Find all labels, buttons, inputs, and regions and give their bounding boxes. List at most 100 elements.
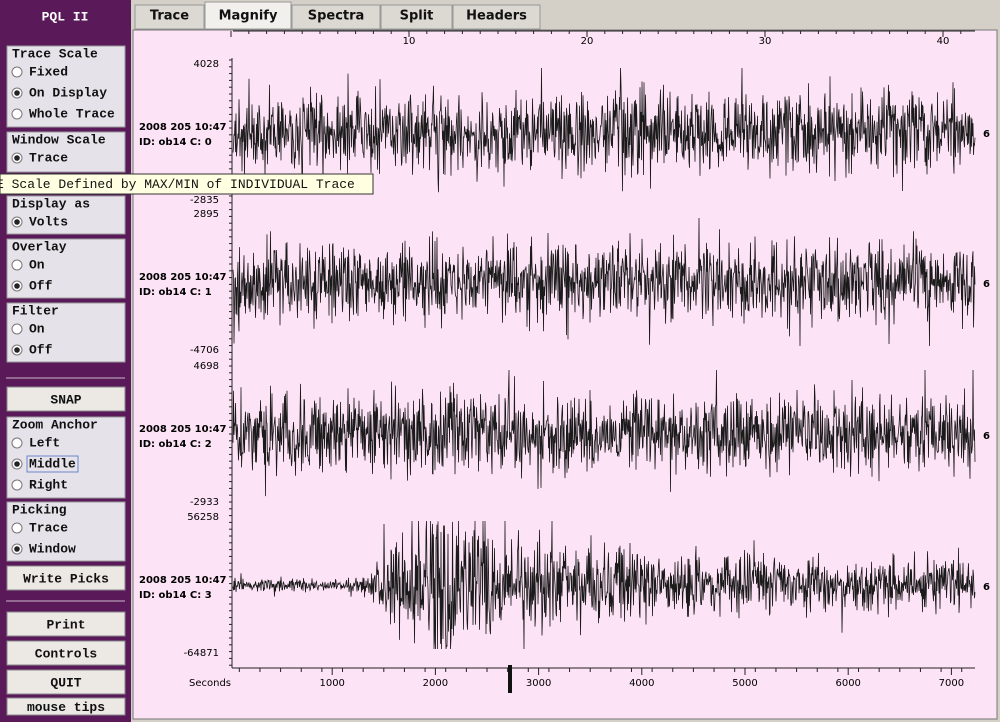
tab[interactable] [204, 1, 292, 30]
trace-max: 56258 [187, 512, 219, 523]
x-tick-label: 7000 [939, 678, 964, 689]
radio-label[interactable]: On [29, 257, 45, 272]
x-tick-label: 1000 [319, 678, 344, 689]
x-axis-label: Seconds [189, 678, 231, 689]
top-tick-label: 20 [581, 36, 594, 47]
button-label[interactable]: mouse tips [27, 700, 105, 715]
radio-label[interactable]: On [29, 321, 45, 336]
x-tick-label: 3000 [526, 678, 551, 689]
group-box [6, 501, 126, 562]
button[interactable] [6, 565, 126, 591]
button-label[interactable]: SNAP [50, 392, 81, 407]
radio-label[interactable]: Left [29, 435, 60, 450]
radio-dot [14, 347, 20, 353]
trace-date: 2008 205 10:47 [139, 424, 227, 435]
x-tick-label: 5000 [732, 678, 757, 689]
group-legend: Picking [12, 502, 67, 517]
tab-label[interactable]: Magnify [219, 9, 278, 24]
radio-label[interactable]: Off [29, 278, 53, 293]
radio-label[interactable]: Whole Trace [29, 106, 115, 121]
trace-id: ID: ob14 C: 1 [139, 287, 212, 298]
radio-dot [14, 219, 20, 225]
radio-label[interactable]: Middle [29, 456, 76, 471]
group-box [6, 302, 126, 363]
group-legend: Window Scale [12, 132, 106, 147]
trace-id: ID: ob14 C: 2 [139, 439, 212, 450]
button[interactable] [6, 611, 126, 637]
trace-min: -4706 [190, 345, 219, 356]
radio[interactable] [11, 522, 23, 534]
radio[interactable] [11, 479, 23, 491]
trace-id: ID: ob14 C: 0 [139, 137, 212, 148]
radio-dot [14, 283, 20, 289]
radio-label[interactable]: Trace [29, 520, 68, 535]
group-box [6, 195, 126, 235]
radio-dot [14, 155, 20, 161]
time-marker[interactable] [508, 665, 512, 693]
trace-scale-label: 6 [983, 279, 990, 290]
tooltip-text: E Scale Defined by MAX/MIN of INDIVIDUAL… [0, 177, 355, 192]
radio-label[interactable]: Volts [29, 214, 68, 229]
radio[interactable] [11, 259, 23, 271]
radio-label[interactable]: Right [29, 477, 68, 492]
trace-scale-label: 6 [983, 431, 990, 442]
waveform [232, 217, 976, 347]
trace-date: 2008 205 10:47 [139, 122, 227, 133]
trace-id: ID: ob14 C: 3 [139, 590, 212, 601]
trace-min: -2933 [190, 497, 219, 508]
group-legend: Filter [12, 303, 59, 318]
tab[interactable] [134, 4, 205, 30]
trace-max: 4698 [194, 361, 219, 372]
radio-dot [14, 90, 20, 96]
button[interactable] [6, 669, 126, 695]
radio[interactable] [11, 323, 23, 335]
group-legend: Zoom Anchor [12, 417, 98, 432]
radio[interactable] [11, 66, 23, 78]
radio[interactable] [11, 437, 23, 449]
top-tick-label: 40 [937, 36, 950, 47]
trace-date: 2008 205 10:47 [139, 272, 227, 283]
trace-min: -64871 [184, 648, 219, 659]
focus-ring [26, 455, 79, 473]
radio-label[interactable]: Trace [29, 150, 68, 165]
top-tick-label: 30 [759, 36, 772, 47]
button[interactable] [6, 386, 126, 412]
button[interactable] [6, 697, 126, 716]
x-tick-label: 6000 [835, 678, 860, 689]
group-box [6, 131, 126, 173]
group-legend: Overlay [12, 239, 67, 254]
waveform [232, 369, 976, 497]
tab[interactable] [291, 4, 381, 30]
trace-max: 2895 [194, 209, 219, 220]
group-legend: Trace Scale [12, 46, 98, 61]
button-label[interactable]: Print [46, 617, 85, 632]
tab[interactable] [380, 4, 453, 30]
radio-dot [14, 546, 20, 552]
radio-label[interactable]: Fixed [29, 64, 68, 79]
x-tick-label: 2000 [423, 678, 448, 689]
radio-dot [14, 461, 20, 467]
button-label[interactable]: QUIT [50, 675, 81, 690]
radio-label[interactable]: Window [29, 541, 76, 556]
radio-label[interactable]: On Display [29, 85, 107, 100]
tab[interactable] [452, 4, 541, 30]
x-tick-label: 4000 [629, 678, 654, 689]
tab-label[interactable]: Split [400, 9, 434, 24]
trace-max: 4028 [194, 59, 219, 70]
radio[interactable] [11, 108, 23, 120]
button[interactable] [6, 640, 126, 666]
tab-label[interactable]: Headers [466, 9, 527, 24]
button-label[interactable]: Controls [35, 646, 98, 661]
trace-min: -2835 [190, 195, 219, 206]
radio-label[interactable]: Off [29, 342, 53, 357]
tab-label[interactable]: Spectra [308, 9, 365, 24]
group-box [6, 45, 126, 128]
top-tick-label: 10 [403, 36, 416, 47]
button-label[interactable]: Write Picks [23, 571, 109, 586]
waveform [232, 67, 976, 193]
trace-date: 2008 205 10:47 [139, 575, 227, 586]
tab-label[interactable]: Trace [150, 9, 189, 24]
trace-scale-label: 6 [983, 582, 990, 593]
